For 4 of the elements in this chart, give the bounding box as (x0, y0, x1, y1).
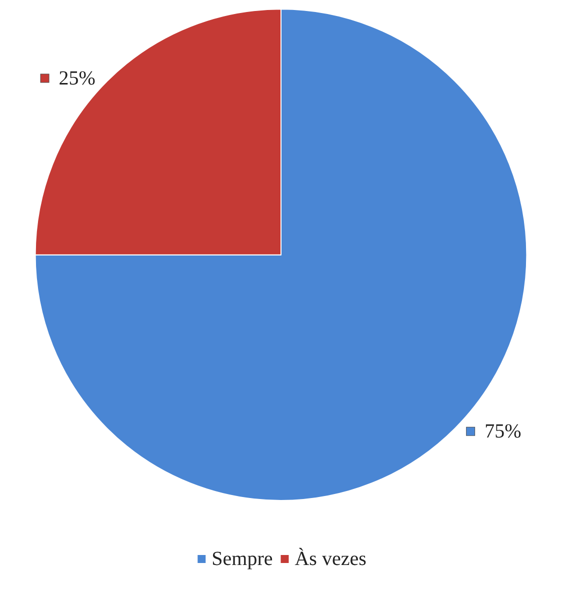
legend-label: Às vezes (294, 547, 367, 570)
legend-label: Sempre (212, 548, 273, 570)
data-label: 25% (48, 67, 96, 90)
data-label: 75% (474, 420, 522, 442)
